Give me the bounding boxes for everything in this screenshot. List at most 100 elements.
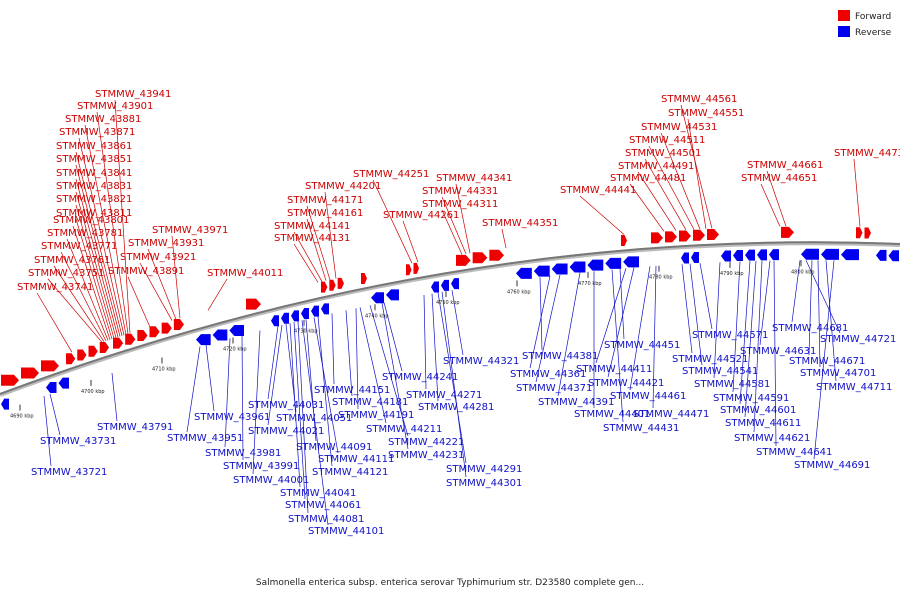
reverse-gene-arrow [721, 250, 731, 262]
reverse-gene-arrow [681, 252, 689, 264]
reverse-leader-line [611, 269, 624, 423]
reverse-gene-label: STMMW_44401 [574, 409, 650, 420]
reverse-gene-label: STMMW_44231 [388, 450, 464, 461]
reverse-leader-line [699, 263, 713, 330]
reverse-leader-line [267, 325, 279, 400]
forward-gene-label: STMMW_43861 [56, 141, 132, 152]
forward-gene-arrow [321, 281, 328, 293]
reverse-leader-line [437, 292, 467, 464]
reverse-gene-arrow [431, 281, 439, 293]
scale-tick-label: 4740 kbp [365, 313, 389, 319]
reverse-gene-arrow [291, 310, 299, 322]
reverse-leader-line [331, 313, 335, 385]
reverse-leader-line [355, 308, 359, 410]
forward-leader-line [853, 158, 861, 227]
reverse-gene-arrow [46, 381, 57, 393]
reverse-gene-label: STMMW_44221 [388, 437, 464, 448]
reverse-gene-label: STMMW_44451 [604, 340, 680, 351]
forward-gene-arrow [665, 231, 677, 243]
reverse-gene-arrow [605, 257, 622, 269]
forward-gene-arrow [707, 229, 719, 241]
reverse-gene-arrow [801, 248, 819, 260]
reverse-gene-label: STMMW_44541 [682, 366, 758, 377]
reverse-gene-label: STMMW_44611 [725, 418, 801, 429]
reverse-leader-line [689, 263, 703, 366]
reverse-gene-label: STMMW_44641 [756, 447, 832, 458]
reverse-leader-line [317, 316, 333, 467]
forward-gene-arrow [651, 232, 663, 244]
forward-gene-label: STMMW_43931 [128, 238, 204, 249]
reverse-leader-line [186, 346, 201, 433]
forward-leader-line [147, 248, 177, 320]
reverse-gene-label: STMMW_44191 [338, 410, 414, 421]
forward-gene-label: STMMW_43831 [56, 181, 132, 192]
gene-features [1, 226, 899, 410]
reverse-gene-label: STMMW_44051 [276, 413, 352, 424]
forward-gene-arrow [693, 229, 705, 241]
reverse-gene-label: STMMW_43731 [40, 436, 116, 447]
forward-gene-label: STMMW_44551 [668, 108, 744, 119]
forward-leader-line [629, 183, 665, 232]
forward-leader-line [441, 196, 467, 255]
reverse-gene-label: STMMW_44211 [366, 424, 442, 435]
reverse-gene-label: STMMW_44321 [443, 356, 519, 367]
scale-tick-label: 4720 kbp [223, 346, 247, 352]
reverse-leader-line [773, 260, 777, 447]
forward-leader-line [660, 132, 701, 230]
reverse-gene-arrow [745, 249, 755, 261]
forward-leader-line [72, 225, 111, 340]
reverse-leader-line [451, 290, 464, 356]
reverse-gene-arrow [58, 377, 69, 389]
forward-gene-arrow [856, 227, 863, 239]
forward-leader-line [402, 220, 419, 263]
reverse-leader-line [359, 307, 387, 424]
reverse-gene-arrow [691, 251, 699, 263]
reverse-gene-arrow [386, 289, 399, 301]
reverse-leader-line [529, 276, 551, 369]
reverse-gene-arrow [876, 249, 887, 261]
reverse-gene-label: STMMW_44361 [510, 369, 586, 380]
forward-gene-arrow [456, 254, 471, 266]
forward-gene-label: STMMW_43891 [108, 266, 184, 277]
reverse-gene-arrow [301, 307, 309, 319]
reverse-leader-line [381, 302, 409, 450]
reverse-leader-line [313, 317, 339, 454]
reverse-leader-line [825, 260, 837, 382]
reverse-gene-label: STMMW_44061 [285, 500, 361, 511]
forward-leader-line [306, 218, 327, 281]
reverse-leader-line [744, 260, 757, 418]
forward-gene-arrow [99, 342, 109, 354]
reverse-leader-line [739, 261, 751, 405]
reverse-gene-label: STMMW_44691 [794, 460, 870, 471]
reverse-gene-label: STMMW_44021 [248, 426, 324, 437]
reverse-gene-arrow [229, 325, 244, 337]
reverse-gene-label: STMMW_44371 [516, 383, 592, 394]
forward-gene-label: STMMW_44481 [610, 173, 686, 184]
reverse-gene-label: STMMW_44461 [610, 391, 686, 402]
forward-gene-label: STMMW_43921 [120, 252, 196, 263]
reverse-gene-label: STMMW_44291 [446, 464, 522, 475]
reverse-leader-line [305, 319, 317, 442]
forward-leader-line [324, 191, 337, 279]
forward-gene-label: STMMW_43771 [41, 241, 117, 252]
reverse-gene-arrow [533, 265, 550, 277]
forward-gene-label: STMMW_43801 [53, 215, 129, 226]
forward-leader-line [84, 124, 127, 335]
legend-reverse-label: Reverse [855, 28, 892, 38]
forward-leader-line [75, 164, 121, 337]
reverse-gene-label: STMMW_44431 [603, 423, 679, 434]
reverse-leader-line [753, 260, 763, 433]
legend: Forward Reverse [838, 10, 892, 38]
forward-gene-label: STMMW_43741 [17, 282, 93, 293]
reverse-gene-label: STMMW_44581 [694, 379, 770, 390]
reverse-gene-label: STMMW_44271 [406, 390, 482, 401]
reverse-gene-label: STMMW_44151 [314, 385, 390, 396]
reverse-leader-line [252, 330, 261, 475]
forward-leader-line [766, 170, 787, 227]
forward-gene-arrow [864, 227, 871, 239]
forward-gene-arrow [173, 319, 184, 331]
forward-gene-arrow [246, 298, 261, 310]
scale-tick-label: 4730 kbp [294, 329, 318, 335]
reverse-leader-line [49, 393, 61, 436]
